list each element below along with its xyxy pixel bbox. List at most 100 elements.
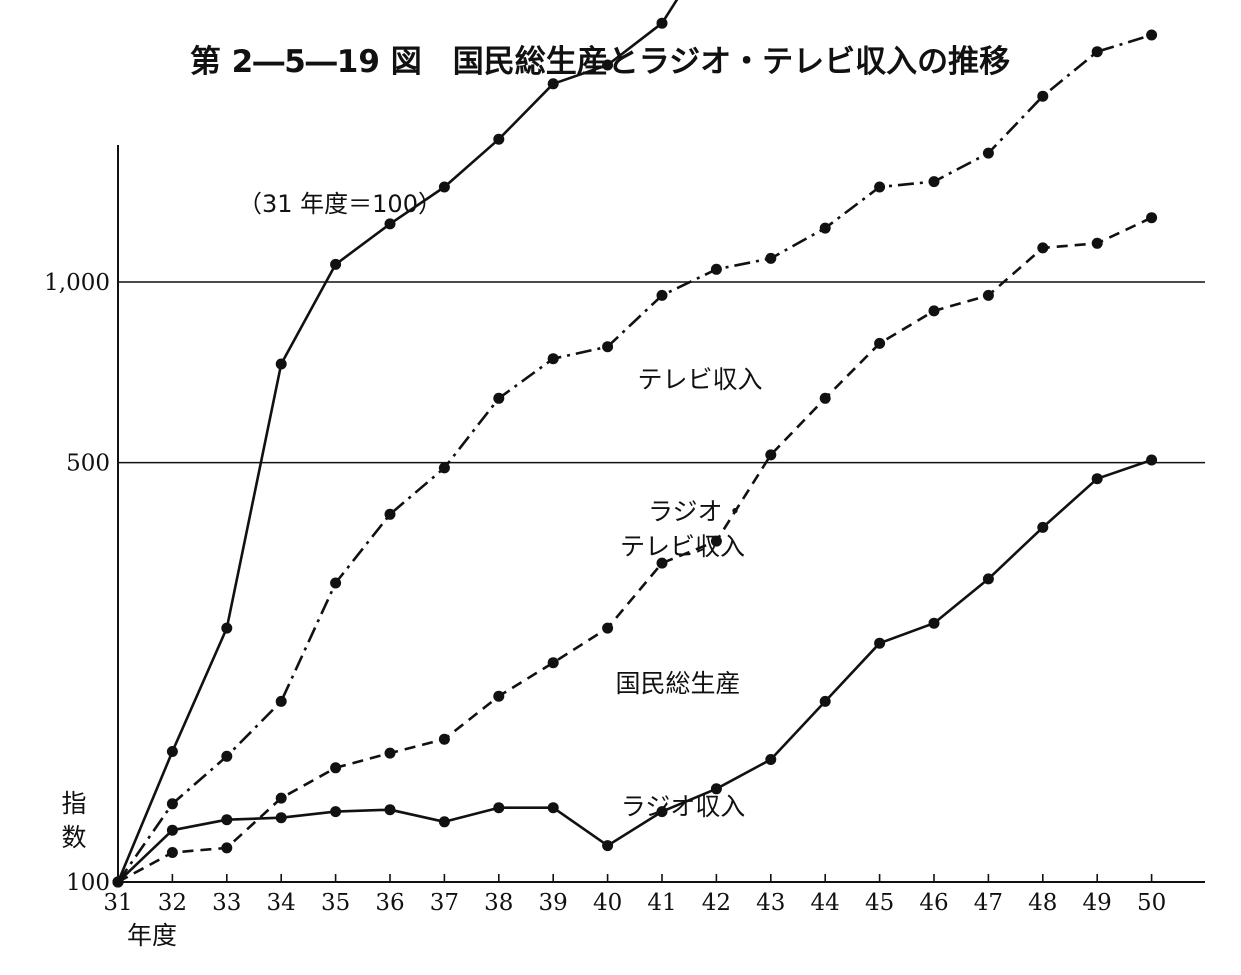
data-point [547, 78, 559, 90]
data-point [330, 806, 342, 818]
data-point [112, 876, 124, 888]
data-point [384, 508, 396, 520]
data-point [221, 750, 233, 762]
x-tick-label: 42 [702, 890, 731, 916]
chart-title: 第 2―5―19 図 国民総生産とラジオ・テレビ収入の推移 [190, 44, 1010, 80]
data-point [384, 747, 396, 759]
x-tick-label: 38 [484, 890, 513, 916]
data-point [656, 17, 668, 29]
data-point [547, 353, 559, 365]
series-points [112, 17, 1158, 888]
data-point [982, 289, 994, 301]
x-tick-label: 44 [811, 890, 840, 916]
data-point [819, 392, 831, 404]
x-tick-label: 37 [430, 890, 459, 916]
data-point [1091, 46, 1103, 58]
data-point [330, 762, 342, 774]
data-point [221, 842, 233, 854]
x-axis-label: 年度 [127, 921, 177, 950]
data-point [330, 258, 342, 270]
data-point [656, 289, 668, 301]
data-point [710, 263, 722, 275]
data-point [710, 783, 722, 795]
data-point [547, 802, 559, 814]
x-tick-label: 46 [919, 890, 948, 916]
data-point [1146, 29, 1158, 41]
x-tick-label: 32 [158, 890, 187, 916]
y-tick-label: 1,000 [44, 270, 110, 296]
data-point [982, 147, 994, 159]
data-point [819, 695, 831, 707]
data-point [1146, 212, 1158, 224]
series-label-tv: テレビ収入 [637, 365, 762, 394]
data-point [928, 176, 940, 188]
data-point [438, 733, 450, 745]
data-point [1146, 454, 1158, 466]
data-point [493, 392, 505, 404]
series-line-1 [116, 33, 1152, 883]
data-point [1037, 90, 1049, 102]
data-point [275, 792, 287, 804]
data-point [384, 218, 396, 230]
x-tick-label: 40 [593, 890, 622, 916]
y-axis-label-char-2: 数 [61, 823, 86, 852]
x-tick-label: 47 [974, 890, 1003, 916]
data-point [330, 577, 342, 589]
data-point [493, 690, 505, 702]
x-tick-label: 31 [103, 890, 132, 916]
data-point [765, 754, 777, 765]
data-point [765, 252, 777, 264]
series-line-3 [117, 458, 1153, 883]
base-year-note: （31 年度＝100） [238, 190, 442, 218]
data-point [438, 181, 450, 193]
data-point [275, 695, 287, 707]
data-point [819, 222, 831, 234]
data-point [275, 812, 287, 824]
series-label-gnp: 国民総生産 [615, 669, 740, 698]
series-label-radio-tv-line2: テレビ収入 [620, 532, 745, 561]
data-point [1091, 237, 1103, 249]
y-tick-label: 500 [66, 451, 110, 477]
data-point [874, 337, 886, 349]
data-point [1037, 242, 1049, 254]
x-tick-label: 39 [539, 890, 568, 916]
data-point [166, 847, 178, 858]
data-point [166, 824, 178, 836]
data-point [602, 840, 614, 852]
data-point [275, 358, 287, 370]
x-tick-label: 33 [212, 890, 241, 916]
gridlines [118, 281, 1205, 464]
data-point [1091, 473, 1103, 485]
x-tick-label: 49 [1083, 890, 1112, 916]
data-point [928, 617, 940, 629]
series-lines [116, 0, 1153, 884]
data-point [493, 802, 505, 814]
data-point [874, 637, 886, 649]
series-label-radio-tv-line1: ラジオ・ [648, 497, 748, 526]
x-tick-label: 41 [647, 890, 676, 916]
x-tick-label: 48 [1028, 890, 1057, 916]
series-line-2 [117, 216, 1153, 884]
y-axis-label-char-1: 指 [61, 789, 86, 818]
data-point [493, 133, 505, 145]
data-point [710, 535, 722, 547]
x-tick-label: 34 [267, 890, 296, 916]
data-point [547, 657, 559, 669]
data-point [602, 59, 614, 71]
x-tick-label: 35 [321, 890, 350, 916]
data-point [656, 557, 668, 569]
x-tick-label: 50 [1137, 890, 1166, 916]
data-point [1037, 521, 1049, 533]
data-point [166, 746, 178, 757]
data-point [166, 798, 178, 810]
series-label-radio: ラジオ収入 [621, 792, 746, 821]
data-point [384, 804, 396, 816]
data-point [765, 449, 777, 461]
data-point [602, 341, 614, 353]
x-tick-label: 36 [375, 890, 404, 916]
data-point [221, 814, 233, 826]
data-point [982, 573, 994, 585]
data-point [438, 816, 450, 828]
data-point [656, 806, 668, 818]
